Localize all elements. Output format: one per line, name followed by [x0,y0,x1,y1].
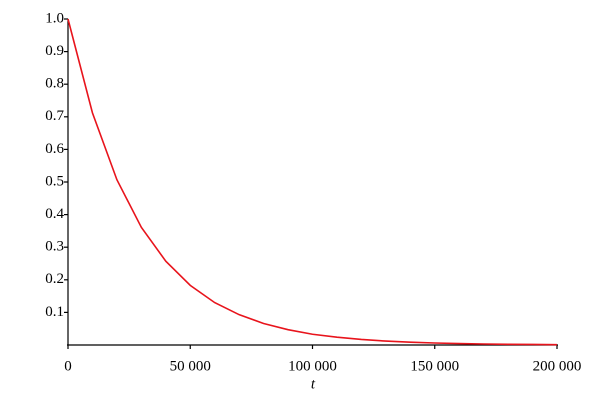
y-tick-label: 0.2 [45,271,64,287]
y-tick-label: 0.6 [45,141,64,157]
x-tick-label: 200 000 [533,358,582,374]
y-tick-label: 0.4 [45,206,64,222]
x-tick-label: 100 000 [288,358,337,374]
x-tick-label: 150 000 [410,358,459,374]
y-tick-label: 0.7 [45,108,64,124]
y-tick-label: 0.1 [45,304,64,320]
y-tick-label: 0.8 [45,76,64,92]
x-axis-label: t [311,376,316,392]
y-tick-label: 0.3 [45,239,64,255]
y-tick-label: 0.9 [45,43,64,59]
y-tick-label: 1.0 [45,10,64,26]
x-tick-label: 50 000 [170,358,211,374]
x-tick-label: 0 [64,358,72,374]
y-tick-label: 0.5 [45,173,64,189]
curve [67,18,558,346]
